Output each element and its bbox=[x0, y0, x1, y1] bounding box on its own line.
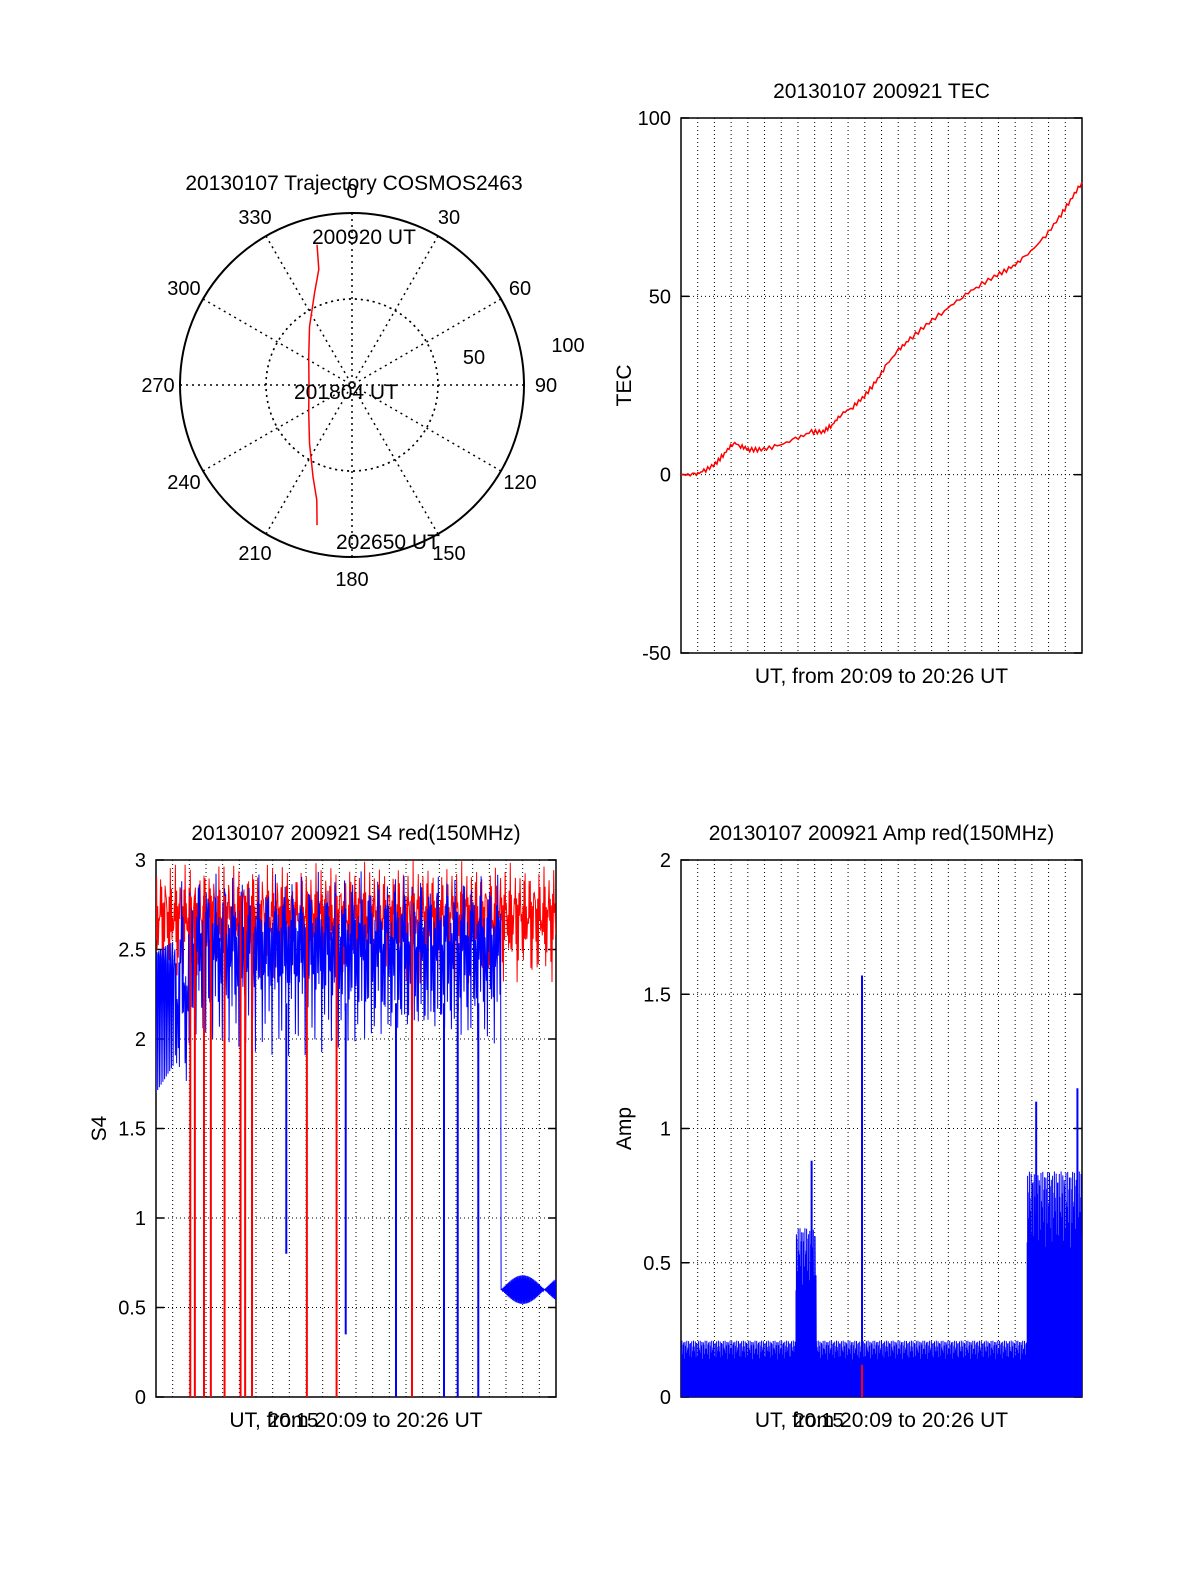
y-axis-label: TEC bbox=[613, 365, 636, 407]
chart-title: 20130107 200921 TEC bbox=[773, 80, 990, 103]
trajectory-mid-label: 201804 UT bbox=[294, 381, 398, 404]
tec-line-chart: 20130107 200921 TEC 100 50 0 -50 UT, from 20:… bbox=[613, 80, 1083, 688]
angle-tick-label: 240 bbox=[167, 472, 200, 494]
angle-tick-label: 120 bbox=[503, 472, 536, 494]
amp-blue-series bbox=[681, 1171, 1082, 1397]
y-tick-label: 2.5 bbox=[118, 940, 146, 962]
y-tick-label: 1.5 bbox=[118, 1119, 146, 1141]
y-tick-label: 1.5 bbox=[643, 984, 671, 1006]
y-tick-label: 2 bbox=[135, 1029, 146, 1051]
angle-tick-label: 90 bbox=[535, 375, 557, 397]
s4-line-chart: 20130107 200921 S4 red(150MHz) 3 2.5 2 1.5 1 0… bbox=[88, 822, 557, 1432]
y-axis-label: Amp bbox=[613, 1107, 636, 1150]
angle-tick-label: 210 bbox=[238, 543, 271, 565]
angle-tick-label: 330 bbox=[238, 207, 271, 229]
angle-tick-label: 300 bbox=[167, 278, 200, 300]
x-tick-label: 20:15 bbox=[793, 1410, 843, 1432]
angle-tick-label: 270 bbox=[141, 375, 174, 397]
chart-title: 20130107 Trajectory COSMOS2463 bbox=[185, 172, 522, 195]
y-tick-label: 2 bbox=[660, 850, 671, 872]
y-tick-label: 100 bbox=[638, 108, 671, 130]
x-axis-label: UT, from 20:09 to 20:26 UT bbox=[229, 1409, 482, 1432]
angle-tick-label: 0 bbox=[346, 181, 357, 203]
y-tick-label: 3 bbox=[135, 850, 146, 872]
trajectory-line bbox=[307, 244, 320, 526]
trajectory-start-label: 200920 UT bbox=[312, 226, 416, 249]
angle-tick-label: 30 bbox=[438, 207, 460, 229]
y-tick-label: 0 bbox=[135, 1387, 146, 1409]
trajectory-end-label: 202650 UT bbox=[336, 531, 440, 554]
y-tick-label: 0 bbox=[660, 465, 671, 487]
y-tick-label: -50 bbox=[642, 643, 671, 665]
x-axis-label: UT, from 20:09 to 20:26 UT bbox=[755, 665, 1008, 688]
x-tick-label: 20:15 bbox=[268, 1410, 318, 1432]
x-axis-label: UT, from 20:09 to 20:26 UT bbox=[755, 1409, 1008, 1432]
s4-blue-series bbox=[156, 871, 556, 1304]
plot-area bbox=[681, 975, 1082, 1397]
y-tick-label: 0.5 bbox=[118, 1298, 146, 1320]
angle-tick-label: 180 bbox=[335, 569, 368, 591]
y-tick-label: 50 bbox=[649, 286, 671, 308]
angle-tick-label: 150 bbox=[432, 543, 465, 565]
angle-tick-label: 60 bbox=[509, 278, 531, 300]
chart-title: 20130107 200921 S4 red(150MHz) bbox=[191, 822, 520, 845]
radial-tick-label: 100 bbox=[551, 335, 584, 357]
tec-series-line bbox=[680, 181, 1083, 477]
chart-title: 20130107 200921 Amp red(150MHz) bbox=[709, 822, 1055, 845]
y-tick-label: 1 bbox=[660, 1119, 671, 1141]
y-tick-label: 1 bbox=[135, 1208, 146, 1230]
y-axis-label: S4 bbox=[88, 1115, 111, 1141]
y-tick-label: 0 bbox=[660, 1387, 671, 1409]
amp-line-chart: 20130107 200921 Amp red(150MHz) 2 1.5 1 0.5 0… bbox=[613, 822, 1083, 1432]
y-tick-label: 0.5 bbox=[643, 1253, 671, 1275]
plot-area bbox=[156, 860, 556, 1397]
radial-tick-label: 50 bbox=[463, 347, 485, 369]
